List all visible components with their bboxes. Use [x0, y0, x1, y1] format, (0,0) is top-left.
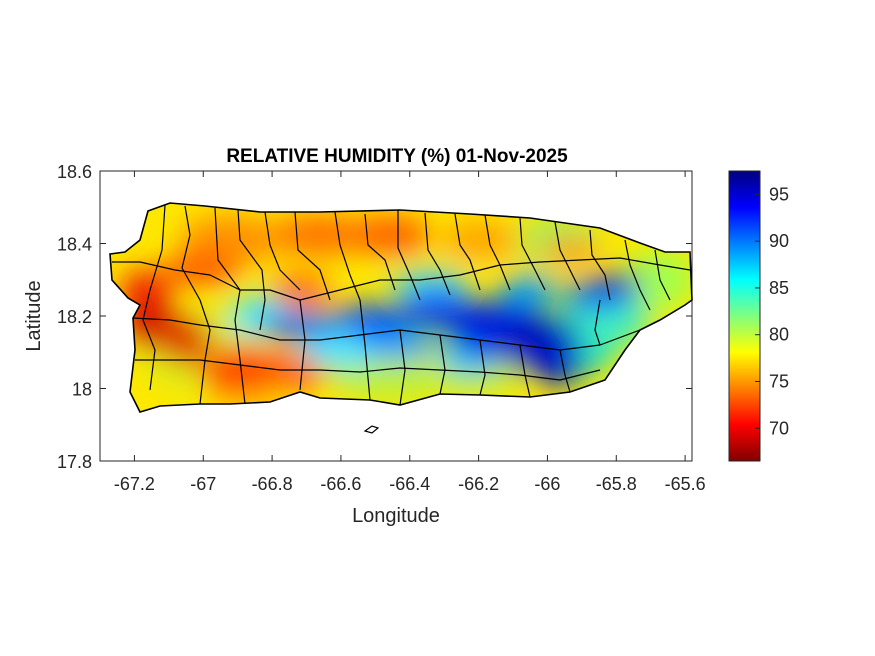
y-tick-label: 17.8	[57, 452, 92, 472]
island-outline	[109, 202, 693, 413]
x-tick-label: -66.6	[320, 474, 361, 494]
x-axis-label: Longitude	[352, 505, 440, 527]
y-tick-label: 18.6	[57, 162, 92, 182]
colorbar-tick-label: 85	[769, 278, 789, 298]
chart-title: RELATIVE HUMIDITY (%) 01-Nov-2025	[226, 146, 568, 167]
y-axis-label: Latitude	[23, 280, 45, 351]
x-tick-label: -66.2	[458, 474, 499, 494]
colorbar-axis: 70 75 80 85 90 95	[755, 184, 789, 438]
y-tick-label: 18.4	[57, 235, 92, 255]
municipal-boundaries	[112, 204, 691, 406]
x-axis: -67.2 -67 -66.8 -66.6 -66.4 -66.2 -66 -65.8 -65.…	[114, 171, 706, 494]
x-tick-label: -65.8	[596, 474, 637, 494]
y-tick-label: 18	[72, 380, 92, 400]
colorbar-tick-label: 80	[769, 325, 789, 345]
x-tick-label: -66.4	[389, 474, 430, 494]
y-axis: 17.8 18 18.2 18.4 18.6	[57, 162, 692, 472]
x-tick-label: -67	[190, 474, 216, 494]
x-tick-label: -66	[534, 474, 560, 494]
colorbar-tick-label: 70	[769, 418, 789, 438]
colorbar-tick-label: 95	[769, 184, 789, 204]
x-tick-label: -67.2	[114, 474, 155, 494]
y-tick-label: 18.2	[57, 307, 92, 327]
colorbar-tick-label: 90	[769, 231, 789, 251]
colorbar	[728, 170, 761, 462]
x-tick-label: -66.8	[252, 474, 293, 494]
x-tick-label: -65.6	[665, 474, 706, 494]
humidity-field	[110, 203, 692, 412]
colorbar-tick-label: 75	[769, 371, 789, 391]
caja-de-muertos-island	[363, 425, 380, 434]
